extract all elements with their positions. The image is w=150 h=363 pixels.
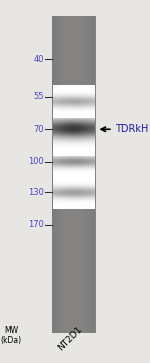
FancyBboxPatch shape (52, 16, 95, 333)
Text: 170: 170 (28, 220, 44, 229)
Text: 70: 70 (33, 125, 44, 134)
Text: MW
(kDa): MW (kDa) (1, 326, 22, 345)
Text: 100: 100 (28, 157, 44, 166)
Text: 130: 130 (28, 188, 44, 197)
Text: 55: 55 (34, 92, 44, 101)
Text: 40: 40 (34, 54, 44, 64)
Text: TDRkH: TDRkH (115, 124, 148, 134)
Text: NT2D1: NT2D1 (56, 325, 84, 352)
